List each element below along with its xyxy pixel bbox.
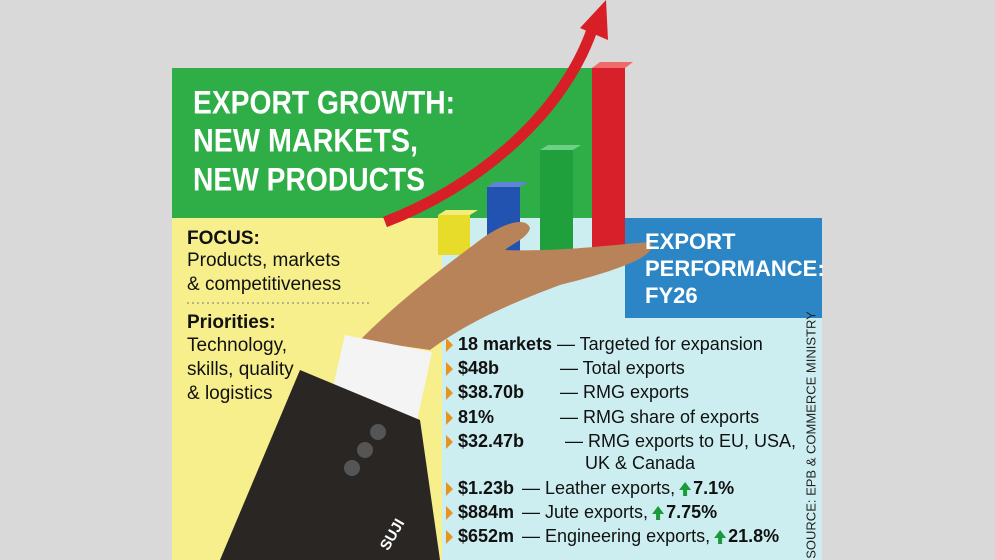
title-line: NEW MARKETS, [193, 122, 418, 158]
up-arrow [714, 530, 727, 544]
item-change: 7.1% [693, 478, 734, 498]
bullet [446, 482, 453, 496]
title: EXPORT GROWTH: NEW MARKETS, NEW PRODUCTS [193, 84, 455, 197]
performance-title: PERFORMANCE: [645, 256, 825, 281]
bullet [446, 338, 453, 352]
item-change: 21.8% [728, 526, 779, 546]
item-desc: UK & Canada [585, 453, 696, 473]
performance-panel [625, 218, 822, 318]
bullet [446, 530, 453, 544]
priorities-line: skills, quality [187, 359, 294, 380]
hand-illustration [220, 221, 652, 560]
item-key: $884m [458, 502, 514, 522]
item-desc: — Engineering exports, [522, 526, 710, 546]
item-desc: — Jute exports, [522, 502, 648, 522]
item-key: 81% [458, 407, 494, 427]
bullet [446, 362, 453, 376]
up-arrow [652, 506, 665, 520]
title-line: EXPORT GROWTH: [193, 84, 455, 120]
item-desc: — Total exports [560, 358, 685, 378]
performance-title: FY26 [645, 283, 698, 308]
performance-title: EXPORT [645, 229, 736, 254]
item-desc: — RMG exports to EU, USA, [565, 431, 796, 451]
performance-list: 18 markets — Targeted for expansion $48b — … [446, 334, 796, 546]
priorities-line: & logistics [187, 383, 273, 404]
bullet [446, 411, 453, 425]
item-key: $48b [458, 358, 499, 378]
item-desc: — Targeted for expansion [557, 334, 763, 354]
priorities-line: Technology, [187, 335, 287, 356]
item-change: 7.75% [666, 502, 717, 522]
up-arrow [679, 482, 692, 496]
bullet [446, 386, 453, 400]
item-key: 18 markets [458, 334, 552, 354]
bullet [446, 506, 453, 520]
item-desc: — RMG exports [560, 382, 689, 402]
item-key: $38.70b [458, 382, 524, 402]
source: SOURCE: EPB & COMMERCE MINISTRY [803, 311, 818, 559]
title-line: NEW PRODUCTS [193, 161, 425, 197]
focus-line: & competitiveness [187, 274, 341, 295]
item-key: $652m [458, 526, 514, 546]
bullet [446, 435, 453, 449]
item-key: $1.23b [458, 478, 514, 498]
priorities-label: Priorities: [187, 312, 276, 333]
focus-line: Products, markets [187, 250, 340, 271]
item-desc: — Leather exports, [522, 478, 675, 498]
item-key: $32.47b [458, 431, 524, 451]
focus-label: FOCUS: [187, 228, 260, 249]
item-desc: — RMG share of exports [560, 407, 759, 427]
